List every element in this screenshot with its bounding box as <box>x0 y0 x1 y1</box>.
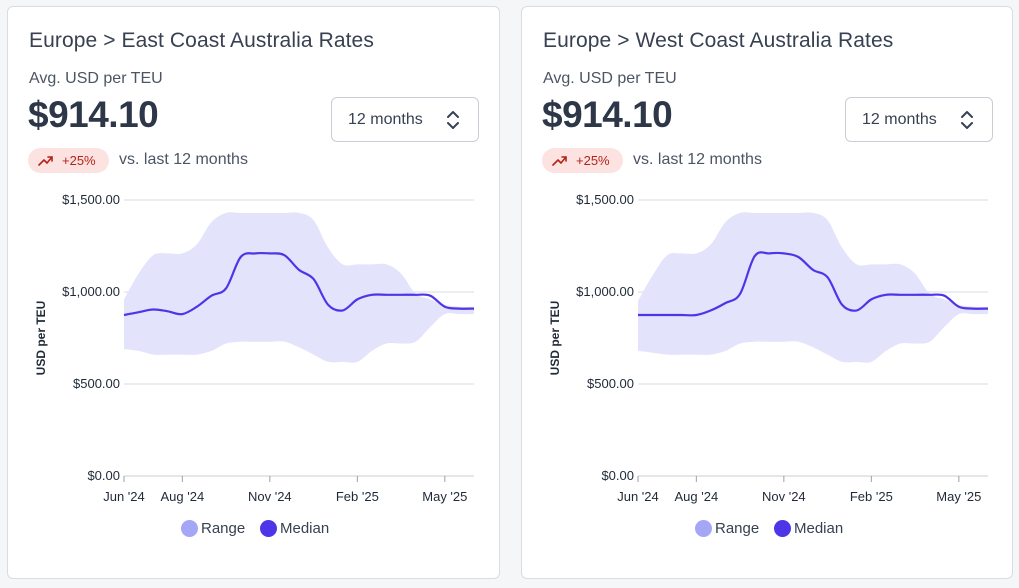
trend-up-icon <box>38 156 53 166</box>
rates-chart: $0.00 $500.00 $1,000.00 $1,500.00 Jun '24 Aug… <box>548 192 989 504</box>
median-line <box>637 251 989 317</box>
y-tick-label: $0.00 <box>601 468 634 483</box>
card-title: Europe > East Coast Australia Rates <box>29 29 374 52</box>
y-tick-label: $500.00 <box>73 376 120 391</box>
change-badge: +25% <box>542 148 623 173</box>
period-select[interactable]: 12 months <box>845 97 993 142</box>
rate-card-west-coast: Europe > West Coast Australia Rates Avg.… <box>521 6 1013 579</box>
legend-label-range: Range <box>715 520 760 537</box>
x-tick-label: May '25 <box>422 489 467 504</box>
period-select-value: 12 months <box>862 111 937 128</box>
chevron-up-down-icon <box>447 111 459 129</box>
range-area <box>124 212 474 363</box>
y-axis-title: USD per TEU <box>34 301 48 376</box>
y-tick-label: $1,000.00 <box>576 284 634 299</box>
x-tick-label: Nov '24 <box>762 489 806 504</box>
period-select[interactable]: 12 months <box>331 97 479 142</box>
x-tick-label: Aug '24 <box>674 489 718 504</box>
y-tick-label: $0.00 <box>87 468 120 483</box>
x-tick-label: Nov '24 <box>248 489 292 504</box>
card-subtitle: Avg. USD per TEU <box>29 70 163 87</box>
average-price: $914.10 <box>542 94 673 135</box>
chevron-up-down-icon <box>961 111 973 129</box>
y-tick-label: $1,500.00 <box>62 192 120 207</box>
trend-up-icon <box>552 156 567 166</box>
y-tick-label: $500.00 <box>587 376 634 391</box>
average-price: $914.10 <box>28 94 159 135</box>
change-badge: +25% <box>28 148 109 173</box>
median-legend-dot <box>774 520 791 537</box>
x-tick-label: Jun '24 <box>103 489 145 504</box>
x-tick-label: May '25 <box>936 489 981 504</box>
comparison-text: vs. last 12 months <box>119 151 248 168</box>
x-tick-label: Feb '25 <box>336 489 379 504</box>
y-tick-label: $1,500.00 <box>576 192 634 207</box>
legend-label-median: Median <box>794 520 844 537</box>
legend-label-median: Median <box>280 520 330 537</box>
legend-label-range: Range <box>201 520 246 537</box>
change-badge-value: +25% <box>62 153 96 168</box>
rates-chart: $0.00 $500.00 $1,000.00 $1,500.00 Jun '24 Aug… <box>34 192 475 504</box>
y-axis-title: USD per TEU <box>548 301 562 376</box>
range-legend-dot <box>181 520 198 537</box>
median-legend-dot <box>260 520 277 537</box>
x-tick-label: Aug '24 <box>160 489 204 504</box>
rate-card-east-coast: Europe > East Coast Australia Rates Avg.… <box>7 6 500 579</box>
x-tick-label: Jun '24 <box>617 489 659 504</box>
comparison-text: vs. last 12 months <box>633 151 762 168</box>
range-legend-dot <box>695 520 712 537</box>
card-subtitle: Avg. USD per TEU <box>543 70 677 87</box>
card-title: Europe > West Coast Australia Rates <box>543 29 894 52</box>
period-select-value: 12 months <box>348 111 423 128</box>
range-area <box>638 212 988 363</box>
x-tick-label: Feb '25 <box>850 489 893 504</box>
median-line <box>123 251 475 317</box>
y-tick-label: $1,000.00 <box>62 284 120 299</box>
change-badge-value: +25% <box>576 153 610 168</box>
